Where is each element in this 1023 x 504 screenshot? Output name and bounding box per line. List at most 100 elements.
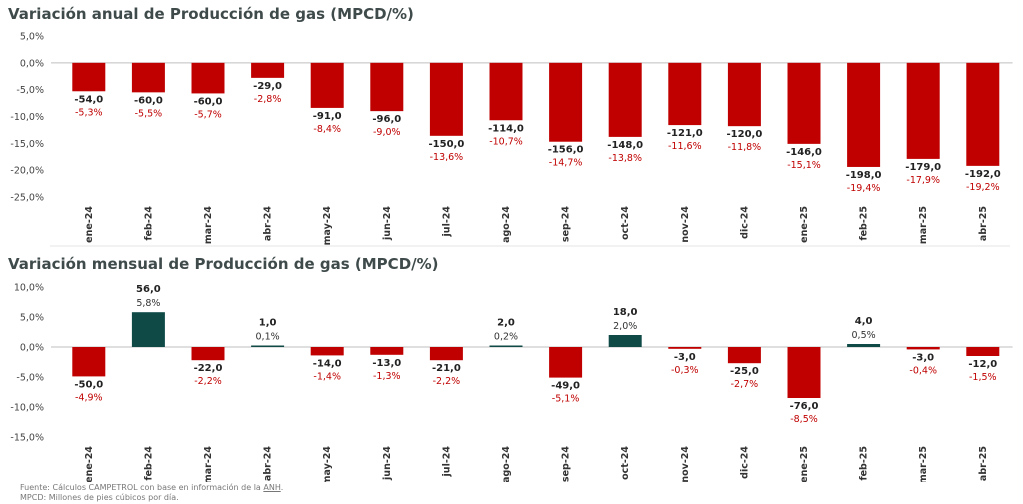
x-tick-label: ene-25 [799,446,810,482]
bar-ene-24 [72,62,106,92]
x-tick-label: mar-25 [918,206,929,244]
bar-jul-24 [429,62,463,136]
x-tick-label: feb-25 [859,206,870,241]
x-tick-label: may-24 [322,206,333,246]
bar-feb-24 [131,312,165,347]
pct-label: 0,2% [494,332,518,343]
x-tick-label: abr-25 [978,206,989,241]
value-label: -12,0 [968,359,997,370]
x-tick-label: nov-24 [680,206,691,243]
value-label: -114,0 [488,123,524,134]
pct-label: 0,5% [852,330,876,341]
pct-label: -5,1% [552,394,580,405]
x-tick-label: jun-24 [382,206,393,241]
y-tick-label: -5,0% [16,85,44,96]
chart-title-monthly: Variación mensual de Producción de gas (… [8,255,439,273]
pct-label: -1,3% [373,371,401,382]
pct-label: -5,5% [135,108,163,119]
bar-abr-25 [966,62,1000,166]
value-label: 18,0 [613,307,638,318]
value-label: -3,0 [674,352,696,363]
x-tick-label: ene-24 [84,446,95,482]
value-label: 1,0 [259,318,277,329]
source-footnote: Fuente: Cálculos CAMPETROL con base en i… [20,483,283,492]
y-tick-label: 0,0% [20,343,44,354]
value-label: -49,0 [551,381,580,392]
pct-label: -5,7% [194,109,222,120]
bar-abr-24 [251,345,285,347]
bar-mar-25 [906,62,940,159]
value-label: -192,0 [965,169,1001,180]
x-tick-label: feb-25 [859,446,870,481]
monthly-variation-chart: 10,0% 5,0% 0,0% -5,0% -10,0% -15,0% -50,0 -4,9%… [10,283,1013,482]
value-label: -60,0 [194,96,223,107]
bar-nov-24 [668,62,702,126]
x-tick-label: abr-24 [263,446,274,481]
bar-ene-25 [787,62,821,144]
bar-mar-25 [906,347,940,350]
y-tick-label: 5,0% [20,313,44,324]
pct-label: -14,7% [549,158,583,169]
pct-label: -5,3% [75,107,103,118]
value-label: -91,0 [313,111,342,122]
pct-label: -1,4% [313,371,341,382]
pct-label: -2,7% [731,379,759,390]
bar-mar-24 [191,62,225,94]
pct-label: -4,9% [75,392,103,403]
value-label: -29,0 [253,81,282,92]
value-label: -148,0 [607,140,643,151]
mpcd-footnote: MPCD: Millones de pies cúbicos por día. [20,493,179,502]
chart-title-annual: Variación anual de Producción de gas (MP… [8,5,414,23]
bar-oct-24 [608,62,642,137]
pct-label: -2,8% [254,94,282,105]
value-label: -156,0 [548,145,584,156]
value-label: -121,0 [667,128,703,139]
y-tick-label: -10,0% [10,112,44,123]
value-label: -198,0 [846,170,882,181]
bar-sep-24 [549,62,583,142]
value-label: -25,0 [730,366,759,377]
value-label: -50,0 [74,379,103,390]
y-tick-label: 5,0% [20,32,44,43]
bar-sep-24 [549,347,583,378]
pct-label: -10,7% [489,136,523,147]
value-label: -22,0 [194,363,223,374]
pct-label: -11,6% [668,141,702,152]
x-tick-label: nov-24 [680,446,691,482]
pct-label: -15,1% [787,160,821,171]
value-label: 56,0 [136,284,161,295]
bar-jun-24 [370,62,404,112]
pct-label: -13,8% [608,153,642,164]
bar-ago-24 [489,345,523,347]
x-tick-label: jun-24 [382,446,393,481]
anh-link[interactable]: ANH [263,483,281,492]
pct-label: 5,8% [136,298,160,309]
pct-label: -17,9% [906,175,940,186]
value-label: -96,0 [372,114,401,125]
bar-may-24 [310,347,344,356]
pct-label: -19,4% [847,183,881,194]
y-tick-label: -20,0% [10,166,44,177]
pct-label: -11,8% [728,142,762,153]
value-label: -13,0 [372,358,401,369]
x-tick-label: may-24 [322,446,333,482]
pct-label: -2,2% [194,376,222,387]
x-tick-label: ene-24 [84,206,95,243]
value-label: -14,0 [313,358,342,369]
pct-label: -2,2% [433,376,461,387]
bar-nov-24 [668,347,702,349]
x-tick-label: sep-24 [561,446,572,482]
source-suffix: . [280,483,284,492]
x-tick-label: oct-24 [620,446,631,480]
y-tick-label: 10,0% [14,283,44,294]
value-label: -120,0 [727,129,763,140]
bar-feb-24 [131,62,165,93]
x-tick-label: feb-24 [143,206,154,241]
value-label: -3,0 [912,352,934,363]
source-text: Fuente: Cálculos CAMPETROL con base en i… [20,483,264,492]
annual-variation-chart: 5,0% 0,0% -5,0% -10,0% -15,0% -20,0% -25,0% -54… [10,32,1013,247]
y-tick-label: -15,0% [10,139,44,150]
bar-jun-24 [370,347,404,355]
pct-label: -8,5% [790,414,818,425]
value-label: -21,0 [432,363,461,374]
